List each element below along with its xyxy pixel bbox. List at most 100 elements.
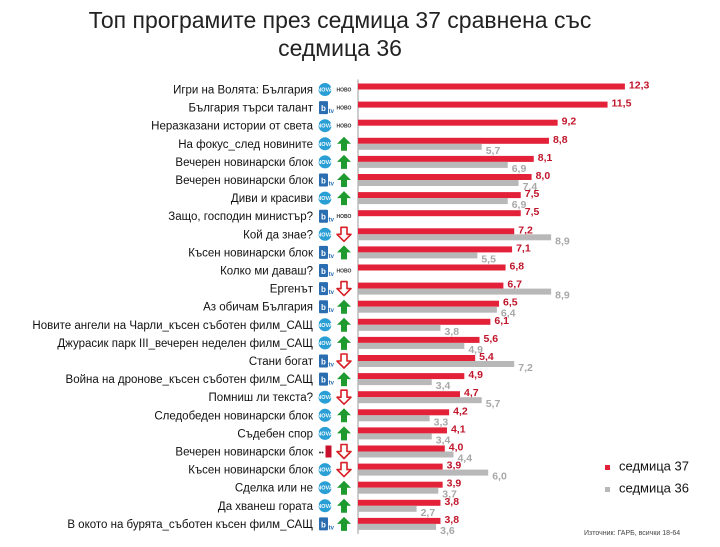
bar-week36 bbox=[358, 180, 519, 186]
nova-logo-text: NOVA bbox=[317, 468, 333, 474]
category-label: Кой да знае? bbox=[243, 229, 313, 241]
bar-row: Игри на Волята: България NOVA НОВО 12,3 bbox=[173, 80, 649, 97]
nova-logo-text: NOVA bbox=[317, 431, 333, 437]
value-label-week37: 6,5 bbox=[503, 297, 518, 309]
bar-week36 bbox=[358, 433, 432, 440]
arrow-up-icon bbox=[337, 173, 351, 187]
btv-logo-letter: b bbox=[321, 267, 326, 276]
btv-logo-tv: tv bbox=[329, 218, 335, 224]
bar-week36 bbox=[358, 288, 552, 295]
legend-label: седмица 37 bbox=[619, 459, 689, 474]
nova-logo-icon bbox=[318, 227, 332, 241]
bar-week36 bbox=[358, 234, 552, 241]
btv-logo-tv: tv bbox=[329, 363, 335, 369]
tv1-logo-mark bbox=[325, 445, 332, 458]
category-label: Ергенът bbox=[270, 284, 314, 296]
category-label: България търси талант bbox=[188, 103, 313, 115]
btv-logo-tv: tv bbox=[329, 381, 335, 387]
arrow-down-icon bbox=[336, 443, 352, 460]
bar-row: Неразказани истории от света NOVA НОВО 9,2 bbox=[151, 116, 576, 133]
arrow-up-icon bbox=[337, 426, 351, 441]
bar-week37 bbox=[358, 373, 465, 380]
nova-logo-icon bbox=[318, 137, 332, 151]
bar-row: Късен новинарски блок b tv 7,1 5,5 bbox=[188, 242, 531, 265]
bar-week36 bbox=[358, 252, 478, 259]
bar-week37 bbox=[358, 463, 443, 470]
bar-week37 bbox=[358, 427, 447, 434]
bar-week37 bbox=[358, 517, 441, 524]
arrow-up-icon bbox=[337, 299, 351, 314]
chart-title: Топ програмите през седмица 37 сравнена … bbox=[88, 7, 592, 61]
value-label-week37: 8,0 bbox=[536, 170, 551, 182]
category-label: Следобеден новинарски блок bbox=[154, 410, 314, 422]
value-label-week36: 3,4 bbox=[436, 380, 451, 392]
value-label-week36: 6,9 bbox=[512, 199, 527, 211]
btv-logo-tv: tv bbox=[329, 254, 335, 260]
nova-logo-icon bbox=[318, 481, 332, 495]
btv-logo-tv: tv bbox=[329, 290, 335, 296]
arrow-up-icon bbox=[337, 317, 351, 332]
nova-logo-icon bbox=[318, 83, 332, 96]
nova-logo-text: NOVA bbox=[317, 395, 333, 401]
new-badge: НОВО bbox=[337, 88, 352, 94]
bar-row: Късен новинарски блок NOVA 3,9 6,0 bbox=[188, 460, 507, 483]
value-label-week36: 8,9 bbox=[555, 235, 570, 247]
arrow-up-icon bbox=[337, 372, 351, 387]
nova-logo-text: NOVA bbox=[317, 323, 333, 329]
btv-logo-icon: b tv bbox=[319, 282, 335, 296]
value-label-week37: 4,1 bbox=[451, 423, 466, 435]
bar-week36 bbox=[358, 505, 417, 512]
nova-logo-icon bbox=[318, 426, 332, 440]
bar-week36 bbox=[358, 198, 508, 205]
bar-week37 bbox=[358, 119, 558, 126]
bar-row: Новите ангели на Чарли_късен съботен фил… bbox=[32, 315, 509, 338]
bar-row: Джурасик парк III_вечерен неделен филм_С… bbox=[57, 333, 498, 356]
new-badge: НОВО bbox=[337, 269, 352, 275]
bar-row: Следобеден новинарски блок NOVA 4,2 3,3 bbox=[154, 405, 468, 428]
legend-label: седмица 36 bbox=[619, 481, 689, 496]
bar-week37 bbox=[358, 300, 500, 307]
category-label: Вечерен новинарски блок bbox=[175, 447, 314, 459]
value-label-week36: 7,4 bbox=[523, 181, 538, 193]
category-label: Колко ми даваш? bbox=[220, 266, 313, 278]
nova-logo-text: NOVA bbox=[317, 504, 333, 510]
nova-logo-text: NOVA bbox=[317, 196, 333, 202]
arrow-up-icon bbox=[337, 408, 351, 423]
bar-row: В окото на бурята_съботен късен филм_САЩ… bbox=[67, 514, 459, 537]
btv-logo-icon: b tv bbox=[319, 173, 335, 188]
bar-week37 bbox=[358, 445, 445, 452]
value-label-week37: 6,7 bbox=[507, 279, 522, 291]
btv-logo-mark bbox=[319, 101, 328, 115]
value-label-week37: 4,2 bbox=[453, 405, 468, 417]
bar-row: Да хванеш гората NOVA 3,8 2,7 bbox=[218, 496, 459, 519]
value-label-week36: 3,4 bbox=[436, 434, 451, 446]
value-label-week37: 5,6 bbox=[484, 333, 499, 345]
bar-week37 bbox=[358, 264, 506, 271]
value-label-week36: 3,7 bbox=[442, 489, 457, 501]
bar-week37 bbox=[358, 336, 480, 343]
bar-week36 bbox=[358, 361, 515, 367]
category-label: Игри на Волята: България bbox=[173, 85, 313, 97]
category-label: Стани богат bbox=[249, 356, 314, 368]
nova-logo-text: NOVA bbox=[317, 160, 333, 166]
category-label: Късен новинарски блок bbox=[188, 465, 314, 477]
value-label-week36: 3,3 bbox=[434, 416, 449, 428]
nova-logo-text: NOVA bbox=[317, 232, 333, 238]
value-label-week36: 6,0 bbox=[492, 471, 507, 483]
value-label-week37: 4,9 bbox=[468, 369, 483, 381]
bar-week36 bbox=[358, 161, 508, 168]
value-label-week36: 2,7 bbox=[421, 507, 436, 519]
new-badge: НОВО bbox=[337, 124, 352, 130]
bar-week36 bbox=[358, 324, 441, 331]
category-label: Неразказани истории от света bbox=[151, 121, 313, 133]
arrow-up-icon bbox=[337, 498, 351, 513]
btv-logo-icon: b tv bbox=[319, 264, 335, 278]
nova-logo-text: NOVA bbox=[317, 142, 333, 148]
tv1-logo-dot bbox=[319, 451, 321, 454]
arrow-up-icon bbox=[337, 154, 351, 169]
bar-week36 bbox=[358, 469, 489, 476]
tv1-logo-dot bbox=[321, 451, 324, 454]
btv-logo-icon: b tv bbox=[319, 517, 335, 531]
btv-logo-letter: b bbox=[321, 285, 326, 294]
btv-logo-mark bbox=[319, 264, 328, 277]
